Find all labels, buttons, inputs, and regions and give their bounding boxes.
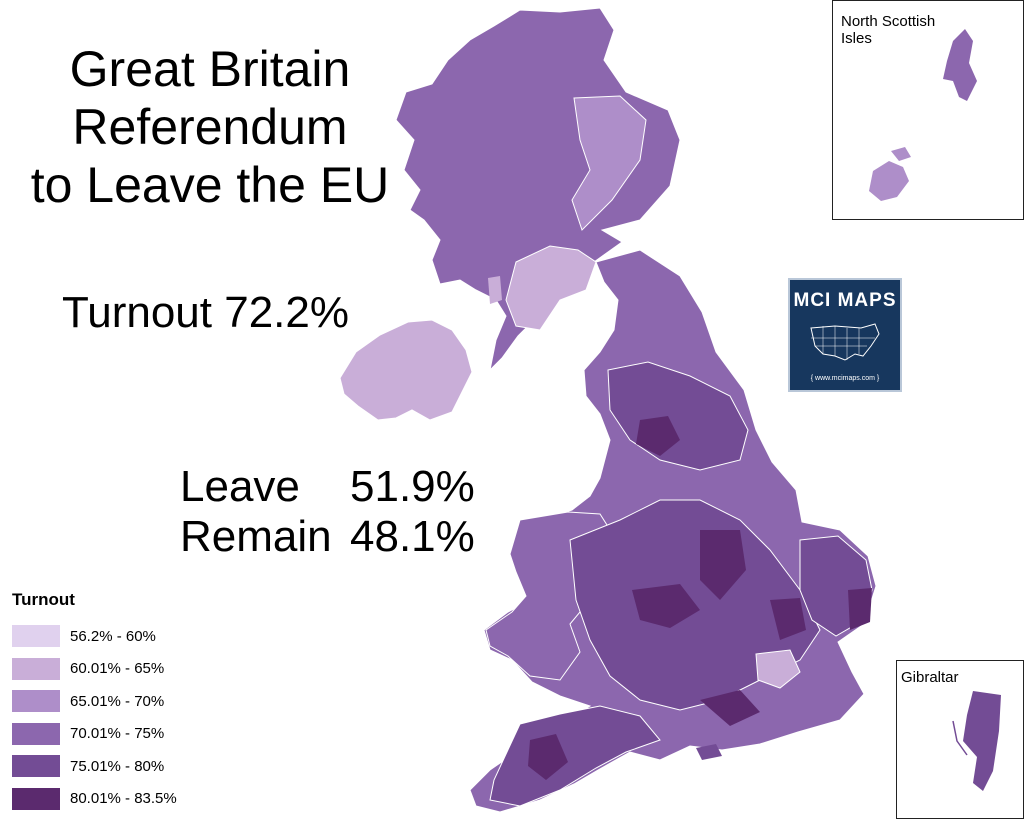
turnout-legend: Turnout 56.2% - 60% 60.01% - 65% 65.01% … xyxy=(12,590,177,815)
legend-swatch xyxy=(12,690,60,713)
high-turnout-spot-1 xyxy=(636,416,680,456)
legend-item: 75.01% - 80% xyxy=(12,750,177,783)
scotland-east-area xyxy=(571,95,647,231)
leave-label: Leave xyxy=(180,462,300,511)
high-turnout-spot-6 xyxy=(528,734,568,780)
legend-item: 70.01% - 75% xyxy=(12,718,177,751)
map-title: Great Britain Referendum to Leave the EU xyxy=(10,40,410,214)
legend-item: 80.01% - 83.5% xyxy=(12,783,177,816)
high-turnout-spot-3 xyxy=(632,584,700,628)
legend-swatch xyxy=(12,787,60,810)
northern-ireland-region[interactable] xyxy=(339,319,473,421)
legend-label: 75.01% - 80% xyxy=(70,757,165,775)
gibraltar-inset: Gibraltar xyxy=(896,660,1024,819)
usa-state-lines xyxy=(811,326,875,360)
gibraltar-shape-wrap xyxy=(952,691,1001,791)
arran-island xyxy=(488,276,502,304)
legend-label: 70.01% - 75% xyxy=(70,725,165,743)
usa-map-icon xyxy=(810,323,880,361)
usa-outline xyxy=(810,323,880,361)
legend-item: 60.01% - 65% xyxy=(12,653,177,686)
legend-swatch xyxy=(12,722,60,745)
orkney-islands-north xyxy=(891,147,911,161)
legend-label: 80.01% - 83.5% xyxy=(70,790,177,808)
remain-label: Remain xyxy=(180,512,332,561)
turnout-summary: Turnout 72.2% xyxy=(62,288,349,337)
legend-item: 65.01% - 70% xyxy=(12,685,177,718)
gibraltar-inset-title: Gibraltar xyxy=(901,669,959,686)
mci-maps-logo-text: MCI MAPS xyxy=(793,290,897,311)
legend-label: 60.01% - 65% xyxy=(70,660,165,678)
legend-item: 56.2% - 60% xyxy=(12,620,177,653)
shetland-islands xyxy=(943,29,977,101)
mci-maps-url: { www.mcimaps.com } xyxy=(810,375,880,382)
leave-row: Leave 51.9% xyxy=(180,462,475,512)
gibraltar-coast-line xyxy=(952,720,968,756)
legend-swatch xyxy=(12,625,60,648)
legend-swatch xyxy=(12,755,60,778)
london-area xyxy=(755,649,801,689)
legend-label: 65.01% - 70% xyxy=(70,692,165,710)
legend-swatch xyxy=(12,657,60,680)
remain-row: Remain 48.1% xyxy=(180,512,475,562)
legend-label: 56.2% - 60% xyxy=(70,627,156,645)
isles-inset-title: North Scottish Isles xyxy=(841,13,936,47)
isles-shapes xyxy=(869,29,977,201)
isle-of-wight xyxy=(696,744,722,760)
north-scottish-isles-inset: North Scottish Isles xyxy=(832,0,1024,220)
results-summary: Leave 51.9% Remain 48.1% xyxy=(180,462,475,562)
orkney-islands xyxy=(869,161,909,201)
southwest-area xyxy=(489,705,661,807)
title-line-1: Great Britain xyxy=(69,41,351,97)
high-turnout-spot-2 xyxy=(700,530,746,600)
remain-value: 48.1% xyxy=(350,512,475,561)
high-turnout-spot-7 xyxy=(700,690,760,726)
high-turnout-spot-5 xyxy=(848,588,872,630)
central-belt-area xyxy=(505,245,597,331)
legend-title: Turnout xyxy=(12,590,75,609)
title-line-3: to Leave the EU xyxy=(30,157,390,213)
leave-value: 51.9% xyxy=(350,462,475,511)
title-line-2: Referendum xyxy=(72,99,348,155)
high-turnout-spot-4 xyxy=(770,598,806,640)
legend-items: 56.2% - 60% 60.01% - 65% 65.01% - 70% 70… xyxy=(12,620,177,815)
gibraltar-shape xyxy=(963,691,1001,791)
mci-maps-logo: MCI MAPS { www.mcimaps.com } xyxy=(788,278,902,392)
